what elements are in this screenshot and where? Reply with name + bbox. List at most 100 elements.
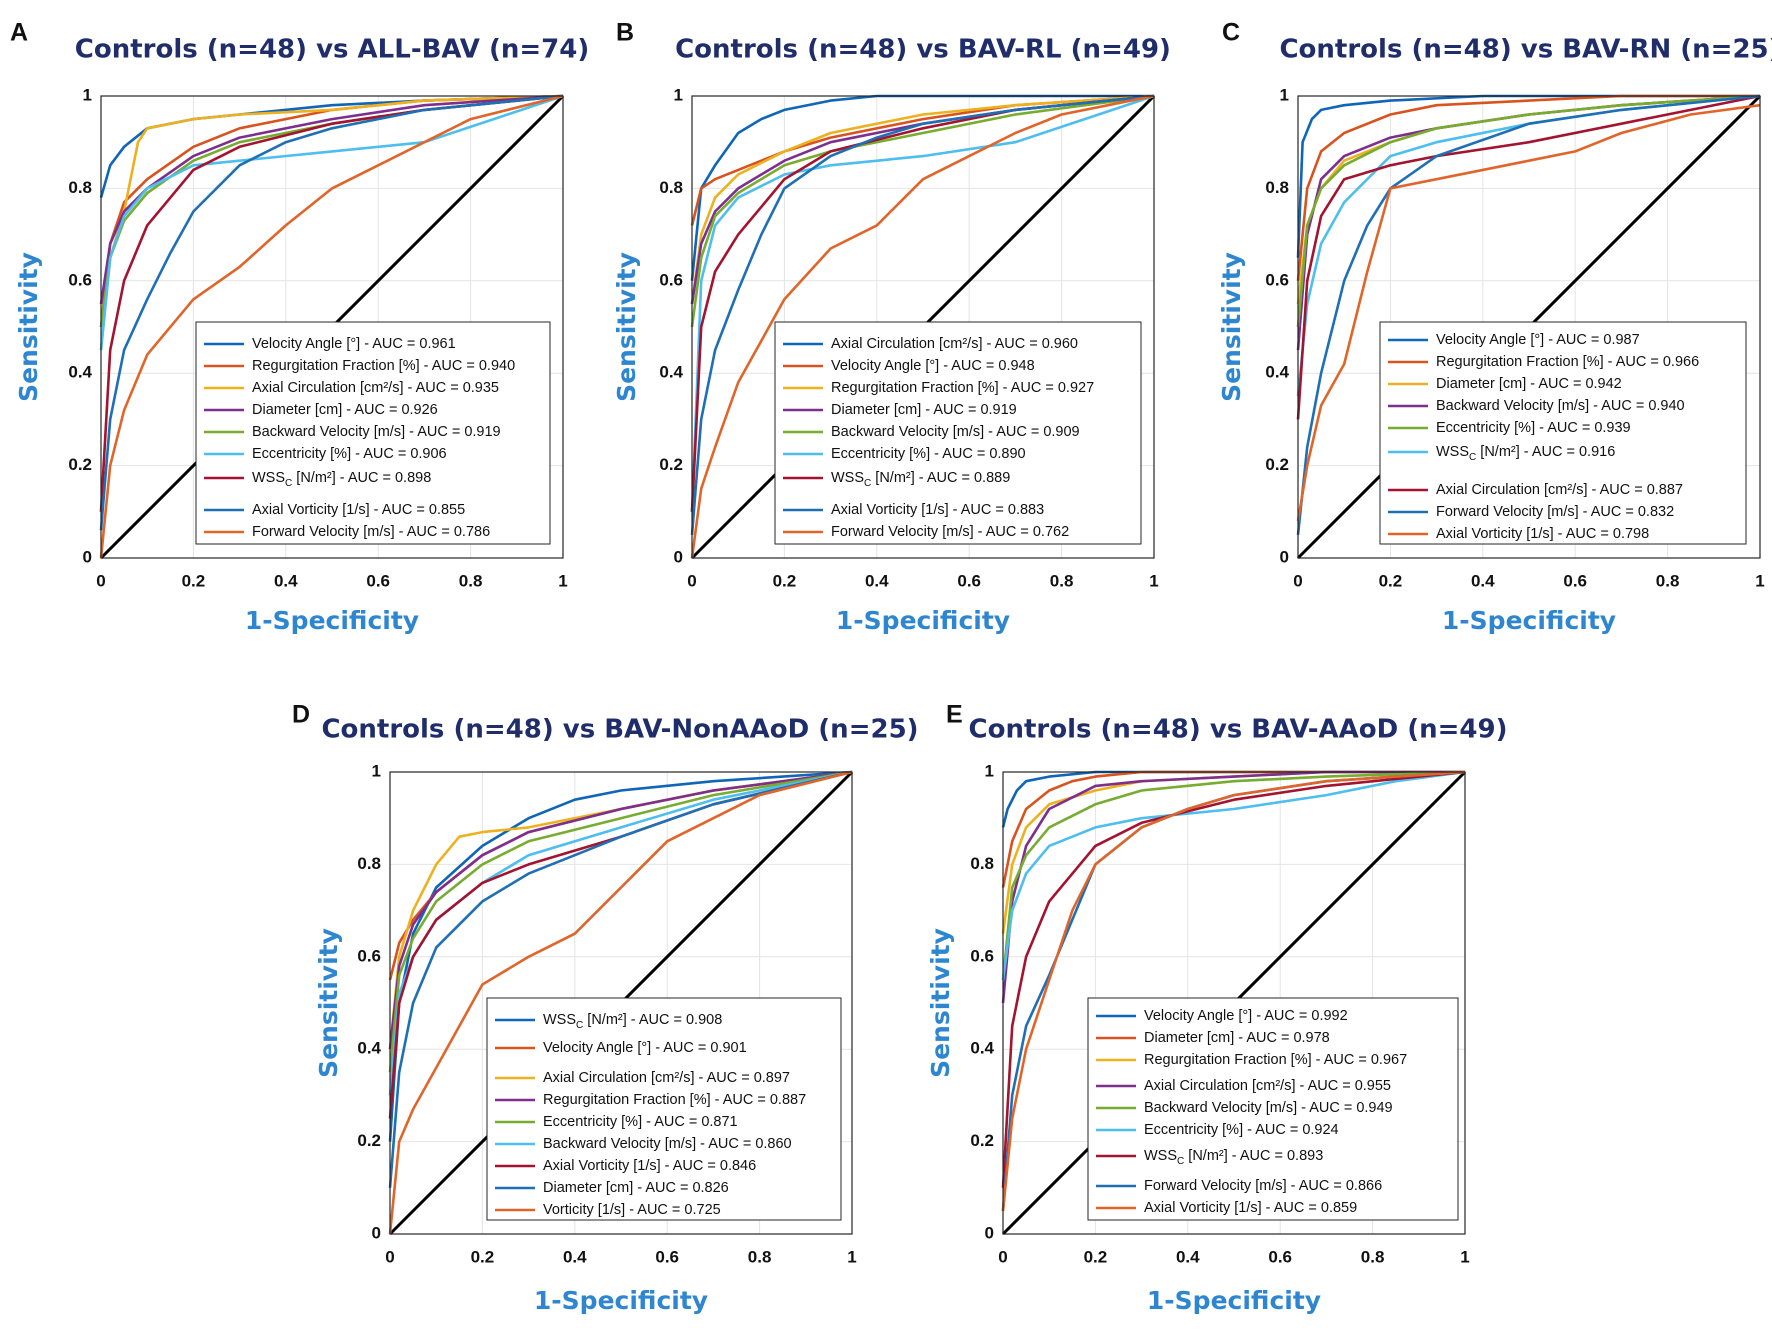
legend-item: Axial Circulation [cm²/s] - AUC = 0.955	[1096, 1078, 1391, 1094]
legend-item: WSSC [N/m²] - AUC = 0.916	[1388, 444, 1615, 463]
x-tick-label: 0.4	[274, 571, 298, 590]
legend-item: Velocity Angle [°] - AUC = 0.987	[1388, 332, 1640, 348]
x-axis-label: 1-Specificity	[1147, 1286, 1321, 1315]
legend-item: Vorticity [1/s] - AUC = 0.725	[495, 1202, 721, 1218]
legend-item: WSSC [N/m²] - AUC = 0.898	[204, 470, 431, 489]
legend-entry-label: Axial Circulation [cm²/s] - AUC = 0.897	[543, 1070, 790, 1086]
x-tick-label: 0.4	[1471, 571, 1495, 590]
y-tick-label: 0.4	[659, 363, 683, 382]
legend-item: Diameter [cm] - AUC = 0.919	[783, 402, 1017, 418]
legend-item: WSSC [N/m²] - AUC = 0.893	[1096, 1148, 1323, 1167]
legend-entry-label: Regurgitation Fraction [%] - AUC = 0.940	[252, 358, 515, 374]
legend-entry-label: Diameter [cm] - AUC = 0.919	[831, 402, 1017, 418]
y-tick-label: 0.8	[1265, 178, 1289, 197]
y-axis-label: Sensitivity	[926, 928, 955, 1078]
legend-entry-label: Velocity Angle [°] - AUC = 0.961	[252, 336, 456, 352]
legend-item: Backward Velocity [m/s] - AUC = 0.860	[495, 1136, 792, 1152]
legend-item: Forward Velocity [m/s] - AUC = 0.762	[783, 524, 1069, 540]
y-tick-label: 0.6	[68, 270, 92, 289]
legend-item: Axial Vorticity [1/s] - AUC = 0.883	[783, 502, 1044, 518]
roc-curve	[690, 94, 1155, 512]
roc-curve	[99, 94, 564, 531]
roc-curve	[388, 770, 853, 1142]
x-axis-label: 1-Specificity	[1442, 606, 1616, 635]
legend-box	[195, 321, 551, 545]
y-tick-label: 0.8	[357, 854, 381, 873]
y-tick-label: 1	[985, 761, 994, 780]
y-tick-label: 0.4	[68, 363, 92, 382]
y-tick-label: 0.2	[357, 1131, 381, 1150]
legend-item: Eccentricity [%] - AUC = 0.939	[1388, 420, 1631, 436]
legend-entry-label: Regurgitation Fraction [%] - AUC = 0.967	[1144, 1052, 1407, 1068]
legend-item: Regurgitation Fraction [%] - AUC = 0.927	[783, 380, 1094, 396]
legend-item: Forward Velocity [m/s] - AUC = 0.832	[1388, 504, 1674, 520]
chart-panel-a: A Controls (n=48) vs ALL-BAV (n=74) 0 0.2 0.…	[10, 19, 589, 635]
legend-entry-label: Axial Circulation [cm²/s] - AUC = 0.887	[1436, 482, 1683, 498]
roc-curve	[388, 770, 853, 1188]
legend-entry-label: Diameter [cm] - AUC = 0.978	[1144, 1030, 1330, 1046]
chart-panel-c: C Controls (n=48) vs BAV-RN (n=25) 0 0.2 0.4…	[1217, 19, 1772, 635]
legend-item: Diameter [cm] - AUC = 0.978	[1096, 1030, 1330, 1046]
legend-item: Eccentricity [%] - AUC = 0.924	[1096, 1122, 1339, 1138]
legend-entry-label: Diameter [cm] - AUC = 0.926	[252, 402, 438, 418]
roc-curve	[1296, 94, 1761, 328]
legend-box	[1087, 997, 1459, 1221]
y-tick-label: 0.6	[970, 946, 994, 965]
chart-title: Controls (n=48) vs ALL-BAV (n=74)	[75, 35, 589, 65]
roc-curve	[1296, 94, 1761, 536]
legend-item: Regurgitation Fraction [%] - AUC = 0.967	[1096, 1052, 1407, 1068]
x-tick-label: 0.6	[1268, 1247, 1292, 1266]
legend-item: Axial Circulation [cm²/s] - AUC = 0.897	[495, 1070, 790, 1086]
y-tick-label: 0	[985, 1223, 994, 1242]
legend-item: Axial Circulation [cm²/s] - AUC = 0.887	[1388, 482, 1683, 498]
legend-item: Velocity Angle [°] - AUC = 0.901	[495, 1040, 747, 1056]
legend-entry-label: Regurgitation Fraction [%] - AUC = 0.927	[831, 380, 1094, 396]
x-tick-label: 1	[1755, 571, 1764, 590]
roc-curve	[690, 94, 1155, 328]
legend-entry-label: Backward Velocity [m/s] - AUC = 0.940	[1436, 398, 1685, 414]
legend-item: Diameter [cm] - AUC = 0.942	[1388, 376, 1622, 392]
x-tick-label: 0.4	[563, 1247, 587, 1266]
y-tick-label: 0	[674, 547, 683, 566]
roc-curve	[99, 94, 564, 351]
x-tick-label: 0.6	[1563, 571, 1587, 590]
x-axis-label: 1-Specificity	[245, 606, 419, 635]
legend-entry-label: Forward Velocity [m/s] - AUC = 0.762	[831, 524, 1069, 540]
x-tick-label: 0.2	[471, 1247, 495, 1266]
legend-entry-label: Axial Circulation [cm²/s] - AUC = 0.955	[1144, 1078, 1391, 1094]
legend: Velocity Angle [°] - AUC = 0.992 Diameter…	[1087, 997, 1459, 1221]
y-tick-label: 0.8	[970, 854, 994, 873]
legend-entry-label: Eccentricity [%] - AUC = 0.906	[252, 446, 447, 462]
legend-entry-label: Regurgitation Fraction [%] - AUC = 0.966	[1436, 354, 1699, 370]
x-tick-label: 0.2	[773, 571, 797, 590]
legend-entry-label: Eccentricity [%] - AUC = 0.890	[831, 446, 1026, 462]
y-axis-label: Sensitivity	[612, 252, 641, 402]
y-tick-label: 0.6	[1265, 270, 1289, 289]
legend-item: Axial Vorticity [1/s] - AUC = 0.855	[204, 502, 465, 518]
legend: Velocity Angle [°] - AUC = 0.987 Regurgit…	[1379, 321, 1747, 545]
roc-curve	[1296, 94, 1761, 420]
legend-entry-label: Vorticity [1/s] - AUC = 0.725	[543, 1202, 721, 1218]
y-axis-label: Sensitivity	[314, 928, 343, 1078]
roc-curve	[1001, 770, 1466, 1188]
legend-item: Velocity Angle [°] - AUC = 0.961	[204, 336, 456, 352]
chart-title: Controls (n=48) vs BAV-RN (n=25)	[1279, 35, 1772, 65]
y-tick-label: 0.2	[68, 455, 92, 474]
roc-curve	[99, 94, 564, 512]
axes-frame	[1297, 95, 1761, 559]
y-axis-label: Sensitivity	[14, 252, 43, 402]
legend: WSSC [N/m²] - AUC = 0.908 Velocity Angle …	[486, 997, 842, 1221]
y-tick-label: 1	[83, 85, 92, 104]
x-tick-label: 0	[96, 571, 105, 590]
legend-entry-label: Velocity Angle [°] - AUC = 0.901	[543, 1040, 747, 1056]
legend: Axial Circulation [cm²/s] - AUC = 0.960 V…	[774, 321, 1142, 545]
roc-curve	[690, 94, 1155, 559]
legend-item: Axial Vorticity [1/s] - AUC = 0.859	[1096, 1200, 1357, 1216]
legend-entry-label: Eccentricity [%] - AUC = 0.939	[1436, 420, 1631, 436]
axes-frame	[691, 95, 1155, 559]
y-tick-label: 0.4	[1265, 363, 1289, 382]
x-axis-label: 1-Specificity	[534, 1286, 708, 1315]
legend-entry-label: WSSC [N/m²] - AUC = 0.889	[831, 470, 1010, 489]
legend-entry-label: Axial Circulation [cm²/s] - AUC = 0.935	[252, 380, 499, 396]
legend-entry-label: Regurgitation Fraction [%] - AUC = 0.887	[543, 1092, 806, 1108]
